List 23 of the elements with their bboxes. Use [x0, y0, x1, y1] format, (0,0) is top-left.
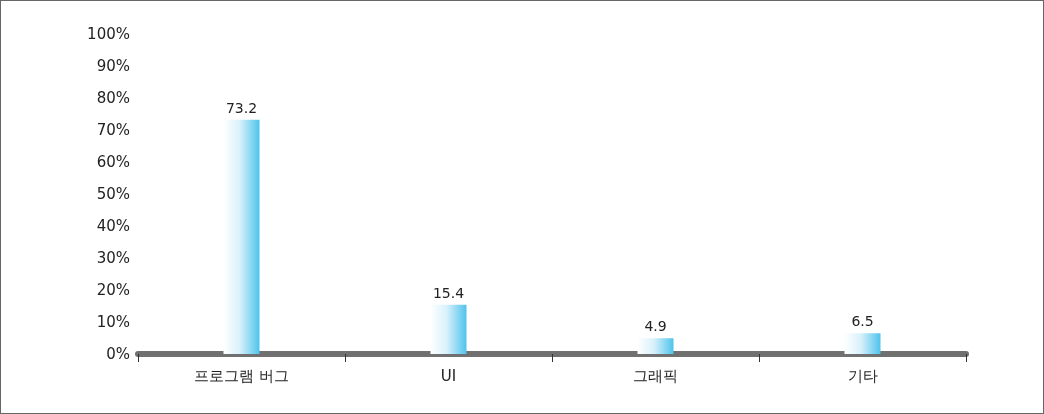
data-label: 15.4 — [432, 284, 465, 301]
y-tick-label: 30% — [96, 249, 130, 267]
y-tick-label: 100% — [87, 25, 130, 43]
x-tick-label: UI — [440, 366, 457, 385]
bar — [223, 119, 260, 354]
data-label: 6.5 — [851, 313, 874, 330]
data-label: 4.9 — [644, 318, 667, 335]
bar — [430, 304, 467, 354]
y-tick-label: 90% — [96, 57, 130, 75]
x-tick-label: 기타 — [847, 366, 878, 385]
x-tick-label: 그래픽 — [633, 366, 678, 385]
bar — [844, 333, 881, 354]
y-tick-label: 70% — [96, 121, 130, 139]
y-tick-label: 40% — [96, 217, 130, 235]
y-tick-label: 0% — [106, 345, 130, 363]
y-tick-label: 20% — [96, 281, 130, 299]
bar — [637, 338, 674, 354]
y-tick-label: 10% — [96, 313, 130, 331]
y-tick-label: 80% — [96, 89, 130, 107]
y-tick-label: 50% — [96, 185, 130, 203]
y-tick-label: 60% — [96, 153, 130, 171]
data-label: 73.2 — [225, 99, 258, 116]
x-tick-label: 프로그램 버그 — [194, 366, 289, 385]
